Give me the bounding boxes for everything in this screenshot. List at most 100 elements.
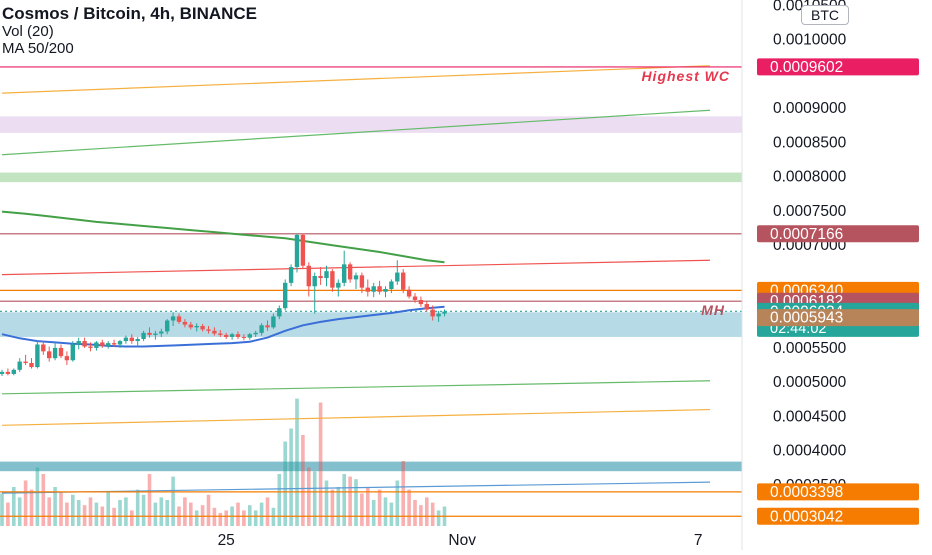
candle-body (76, 341, 81, 345)
volume-bar (413, 500, 417, 526)
volume-bar (189, 502, 193, 526)
price-axis-bg (743, 0, 932, 550)
candle-body (288, 267, 294, 283)
candle-body (52, 347, 58, 359)
volume-bar (430, 502, 435, 526)
volume-bar (277, 474, 282, 526)
volume-bar (118, 500, 122, 526)
candle-body (342, 264, 347, 283)
candle-body (442, 311, 447, 314)
volume-bar (271, 507, 276, 526)
candle-body (395, 272, 400, 282)
volume-bar (283, 441, 287, 526)
candle-body (253, 332, 258, 335)
zone-band (0, 116, 742, 133)
volume-bar (135, 489, 140, 526)
candle-body (111, 343, 117, 345)
volume-bar (165, 500, 169, 526)
volume-bar (94, 502, 99, 526)
volume-bar (71, 494, 75, 526)
trend-line (1, 408, 711, 426)
candle-body (0, 371, 5, 374)
volume-bar (194, 510, 199, 526)
candle-body (283, 282, 288, 309)
candle-body (206, 329, 211, 331)
time-axis[interactable]: 25 Nov 7 (218, 0, 743, 550)
candle-body (224, 334, 229, 337)
volume-indicator-label[interactable]: Vol (20) (2, 23, 54, 40)
candle-body (5, 371, 11, 374)
volume-bar (336, 487, 341, 526)
volume-bar (41, 474, 46, 526)
candle-body (318, 275, 323, 279)
candle-body (265, 325, 270, 328)
currency-badge[interactable]: BTC (801, 5, 849, 25)
candle-body (35, 344, 40, 368)
symbol-title[interactable]: Cosmos / Bitcoin, 4h, BINANCE (2, 4, 258, 23)
volume-bar (377, 489, 382, 526)
price-tag-label: 0.0003042 (770, 508, 843, 525)
candle-body (135, 339, 140, 342)
candle-body (383, 289, 388, 292)
volume-bar (12, 487, 16, 526)
price-tick-label: 0.0007500 (773, 203, 847, 220)
price-tags-layer: 0.00096020.00071660.00063400.00061820.00… (757, 58, 919, 525)
candle-body (229, 334, 235, 337)
candle-body (401, 272, 406, 290)
candle-body (100, 342, 105, 346)
volume-bar (53, 487, 57, 526)
trend-line (1, 65, 711, 94)
candle-body (194, 325, 199, 328)
volume-bar (371, 500, 376, 526)
price-tick-label: 0.0004500 (773, 408, 847, 425)
zones-layer (0, 116, 742, 472)
volume-bar (147, 474, 152, 526)
volume-bar (312, 471, 317, 526)
volume-bar (0, 493, 4, 526)
candle-body (235, 334, 241, 337)
candle-body (336, 282, 341, 288)
candle-body (218, 333, 223, 335)
candle-body (106, 343, 111, 346)
volume-bar (395, 480, 400, 526)
volume-bar (383, 497, 388, 526)
price-tag-label: 0.0009602 (770, 59, 843, 76)
horizontal-lines-layer (0, 66, 742, 517)
candle-body (88, 346, 93, 348)
price-tick-label: 0.0010000 (773, 32, 847, 49)
volume-bar (348, 476, 352, 526)
volume-bar (76, 500, 81, 526)
volume-bar (212, 507, 217, 526)
trend-line (1, 259, 711, 276)
volume-bar (159, 497, 164, 526)
price-tag-label: 0.0005943 (770, 310, 843, 327)
price-axis[interactable]: 0.00105000.00100000.00090000.00085000.00… (743, 0, 932, 550)
candle-body (424, 304, 429, 310)
candle-body (159, 331, 164, 334)
volume-bar (289, 428, 293, 526)
annotations-layer: Highest WC MH (641, 68, 729, 318)
candle-body (436, 313, 441, 317)
annotation-label: MH (701, 302, 725, 318)
volume-bar (324, 480, 329, 526)
price-tag (757, 507, 919, 525)
candle-body (330, 271, 335, 288)
ma-indicator-label[interactable]: MA 50/200 (2, 40, 74, 57)
candle-body (347, 264, 353, 280)
price-tag (757, 309, 919, 327)
volume-bar (224, 510, 228, 526)
candle-body (23, 361, 28, 363)
candle-body (200, 325, 205, 330)
candle-body (64, 356, 70, 361)
candle-body (176, 316, 182, 322)
volume-bar (360, 493, 364, 526)
candle-body (306, 265, 311, 287)
candle-body (353, 275, 359, 280)
volume-bar (401, 461, 405, 526)
volume-layer (0, 398, 447, 526)
candle-body (241, 336, 247, 338)
candle-body (94, 342, 99, 348)
price-tag (757, 483, 919, 501)
